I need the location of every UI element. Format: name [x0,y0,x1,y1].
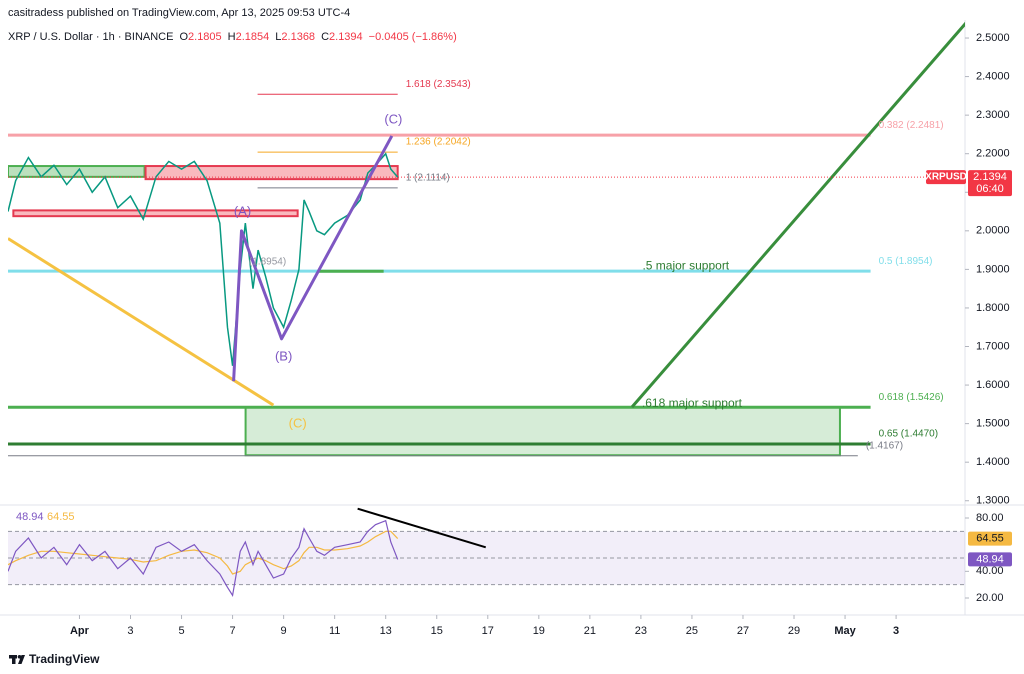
symbol-tag-label: XRPUSD [925,172,967,183]
zone [244,406,841,457]
x-tick-label: 3 [127,625,133,637]
trendline [8,237,275,407]
annotation: (B) [275,348,292,363]
rsi-y-tick-label: 80.00 [976,512,1004,524]
x-tick-label: 7 [230,625,236,637]
x-tick-label: 25 [686,625,698,637]
legend: XRP / U.S. Dollar · 1h · BINANCE O2.1805 H… [8,31,457,43]
x-tick-label: 3 [893,625,899,637]
x-tick-label: 27 [737,625,749,637]
annotation: (1.8954) [249,257,286,268]
x-tick-label: Apr [70,625,90,637]
ohlc-value: 2.1394 [329,31,363,43]
rsi-pane [8,507,965,597]
annotation: (A) [234,203,251,218]
annotation: (C) [384,112,402,127]
x-tick-label: 19 [533,625,545,637]
x-tick-label: 9 [281,625,287,637]
y-tick-label: 1.3000 [976,495,1010,507]
rsi-ma-tag [968,531,1012,546]
fib-label: 0.382 (2.2481) [879,120,944,131]
annotation: .5 major support [642,258,729,272]
symbol-name: XRP / U.S. Dollar · 1h · BINANCE [8,31,173,43]
fib-label: 1.618 (2.3543) [406,79,471,90]
price-tag-value: 2.1394 [973,171,1007,183]
ohlc-label: O [179,31,188,43]
annotation: .618 major support [642,396,743,410]
x-tick-label: 23 [635,625,647,637]
y-tick-label: 1.6000 [976,379,1010,391]
x-tick-label: May [834,625,856,637]
rsi-line [8,519,399,597]
trendline [630,21,965,409]
rsi-y-tick-label: 40.00 [976,565,1004,577]
ohlc-value: 2.1368 [281,31,315,43]
y-tick-label: 2.4000 [976,70,1010,82]
publisher-header: casitradess published on TradingView.com… [8,7,350,19]
x-tick-label: 17 [482,625,494,637]
x-tick-label: 13 [380,625,392,637]
rsi-tag-label: 48.94 [976,553,1004,565]
zone [144,165,399,181]
y-tick-label: 1.4000 [976,456,1010,468]
rsi-trendline [357,507,487,549]
tradingview-logo [9,655,25,664]
fib-label: 0.5 (1.8954) [879,256,933,267]
y-tick-label: 1.9000 [976,263,1010,275]
ohlc-value: 2.1805 [188,31,222,43]
rsi-legend-value: 48.94 [16,511,44,523]
x-tick-label: 11 [329,625,340,637]
change-value: −0.0405 (−1.86%) [369,31,457,43]
symbol-tag [926,170,966,185]
x-tick-label: 15 [431,625,443,637]
x-tick-label: 29 [788,625,800,637]
symbol-legend: XRP / U.S. Dollar · 1h · BINANCE O2.1805 H… [8,31,457,43]
y-tick-label: 1.8000 [976,302,1010,314]
fib-label: 1 (2.1114) [406,173,450,184]
y-tick-label: 2.5000 [976,32,1010,44]
rsi-tag [968,552,1012,567]
ohlc-label: C [321,31,329,43]
ohlc-label: H [228,31,236,43]
y-tick-label: 1.5000 [976,418,1010,430]
ohlc-label: L [275,31,281,43]
logo-part [17,655,22,659]
logo-part [18,655,25,664]
x-tick-label: 21 [584,625,596,637]
y-tick-label: 1.7000 [976,340,1010,352]
fib-label: 1.236 (2.2042) [406,137,471,148]
price-tag [968,170,1012,197]
x-tick-label: 5 [178,625,184,637]
rsi-ma-tag-label: 64.55 [976,533,1004,545]
annotation: (C) [289,415,307,430]
rsi-y-tick-label: 20.00 [976,592,1004,604]
zone [12,209,299,218]
y-tick-label: 2.2000 [976,148,1010,160]
price-tag-countdown: 06:40 [976,183,1004,195]
trendline [232,135,394,382]
y-tick-label: 2.3000 [976,109,1010,121]
fib-label: 0.65 (1.4470) [879,429,939,440]
ohlc-value: 2.1854 [236,31,270,43]
rsi-legend-ma: 64.55 [47,511,75,523]
fib-label: (1.4167) [866,440,903,451]
price-pane [8,21,965,457]
footer-brand: TradingView [29,652,100,666]
zone [8,165,146,178]
logo-part [12,655,16,664]
y-tick-label: 2.0000 [976,225,1010,237]
fib-label: 0.618 (1.5426) [879,392,944,403]
